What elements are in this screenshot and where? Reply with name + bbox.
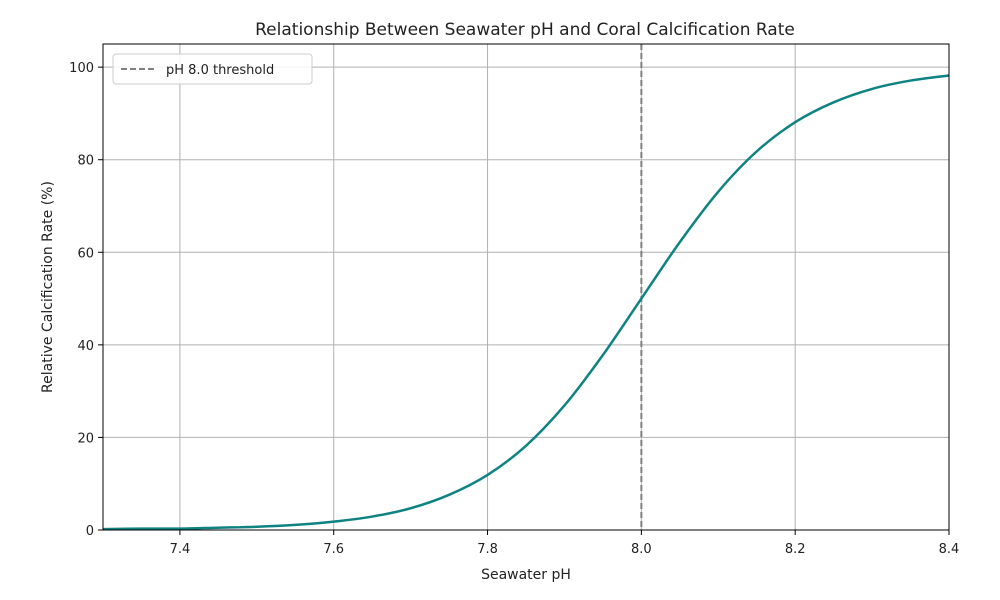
x-tick-label: 8.2 xyxy=(785,542,806,557)
series-layer xyxy=(103,75,949,529)
legend-label-threshold: pH 8.0 threshold xyxy=(166,63,274,78)
chart-title: Relationship Between Seawater pH and Cor… xyxy=(255,20,795,40)
grid-layer xyxy=(103,44,949,530)
series-line xyxy=(103,75,949,529)
plot-frame xyxy=(103,44,949,530)
y-axis-label: Relative Calcification Rate (%) xyxy=(40,181,56,393)
y-tick-label: 80 xyxy=(77,154,94,169)
y-tick-label: 100 xyxy=(69,61,94,76)
y-tick-label: 20 xyxy=(77,431,94,446)
y-tick-label: 0 xyxy=(86,524,94,539)
chart: Relationship Between Seawater pH and Cor… xyxy=(0,0,1000,600)
x-tick-label: 7.6 xyxy=(323,542,344,557)
y-tick-label: 60 xyxy=(77,246,94,261)
legend: pH 8.0 threshold xyxy=(113,54,312,84)
x-axis-label: Seawater pH xyxy=(481,567,571,583)
x-tick-label: 8.4 xyxy=(939,542,960,557)
x-tick-label: 7.8 xyxy=(477,542,498,557)
x-tick-label: 8.0 xyxy=(631,542,652,557)
tick-layer: 7.4 7.6 7.8 8.0 8.2 8.4 0 20 40 60 80 100 xyxy=(69,61,959,557)
x-tick-label: 7.4 xyxy=(170,542,191,557)
y-tick-label: 40 xyxy=(77,339,94,354)
